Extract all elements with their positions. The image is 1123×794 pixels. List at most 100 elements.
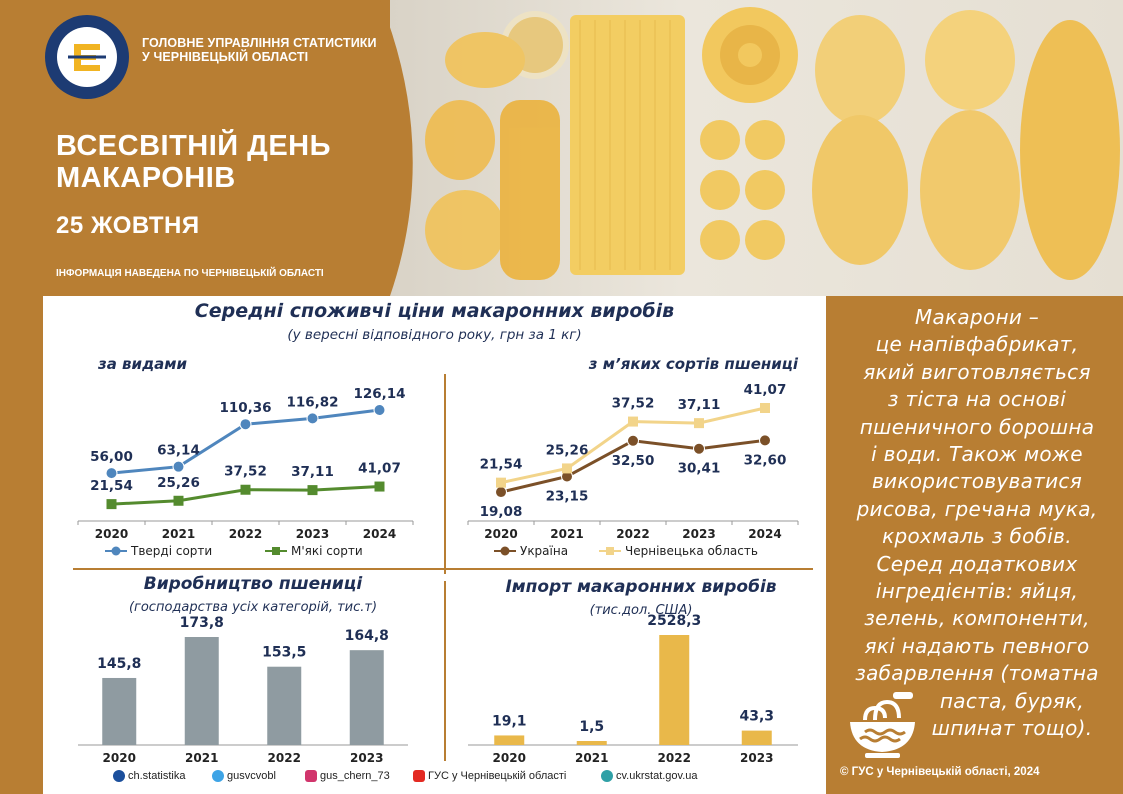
- data-label: 116,82: [286, 394, 338, 410]
- legend-label: Чернівецька область: [625, 544, 758, 558]
- event-date: 25 ЖОВТНЯ: [56, 212, 200, 239]
- description-line: паста, буряк,: [939, 688, 1085, 713]
- data-label: 21,54: [90, 478, 133, 494]
- data-label: 56,00: [90, 449, 133, 465]
- pasta-bowl-icon: [850, 692, 915, 758]
- facebook-label: ch.statistika: [128, 770, 186, 782]
- data-label: 41,07: [358, 461, 401, 477]
- description-line: інгредієнтів: яйця,: [875, 579, 1079, 604]
- data-label: 126,14: [353, 386, 405, 402]
- data-label: 32,50: [612, 453, 655, 469]
- data-label: 37,52: [224, 464, 267, 480]
- description-line: використовуватися: [871, 469, 1083, 494]
- x-tick-label: 2021: [185, 751, 218, 765]
- facebook-icon: [113, 770, 125, 782]
- data-label: 2528,3: [647, 613, 701, 629]
- data-point: [374, 481, 385, 492]
- instagram-link[interactable]: gus_chern_73: [305, 770, 390, 782]
- data-label: 43,3: [739, 709, 774, 725]
- data-label: 37,11: [678, 397, 721, 413]
- chart-title: Імпорт макаронних виробів: [505, 577, 776, 597]
- data-point: [306, 412, 319, 425]
- org-line-1: ГОЛОВНЕ УПРАВЛІННЯ СТАТИСТИКИ: [142, 36, 377, 50]
- data-label: 173,8: [180, 615, 224, 631]
- globe-icon: [601, 770, 613, 782]
- data-point: [562, 463, 572, 474]
- chart-title: з м’яких сортів пшениці: [588, 355, 799, 373]
- data-point: [693, 442, 705, 455]
- description-line: з тіста на основі: [887, 387, 1067, 412]
- instagram-label: gus_chern_73: [320, 770, 390, 782]
- description-line: це напівфабрикат,: [875, 332, 1079, 357]
- data-label: 1,5: [579, 719, 604, 735]
- twitter-label: gusvcvobl: [227, 770, 276, 782]
- chart-title: Виробництво пшениці: [144, 574, 364, 594]
- data-point: [240, 484, 251, 495]
- data-label: 32,60: [744, 452, 787, 468]
- youtube-link[interactable]: ГУС у Чернівецькій області: [413, 770, 566, 782]
- x-tick-label: 2023: [740, 751, 773, 765]
- legend-label: Тверді сорти: [130, 544, 212, 558]
- x-tick-label: 2024: [748, 527, 781, 541]
- x-tick-label: 2023: [682, 527, 715, 541]
- description-line: Серед додаткових: [876, 551, 1078, 576]
- description-line: пшеничного борошна: [859, 414, 1095, 439]
- x-tick-label: 2021: [162, 527, 195, 541]
- pasta-description: Макарони – це напівфабрикат, який виготовл…: [842, 304, 1112, 743]
- data-label: 25,26: [546, 442, 589, 458]
- legend-label: М'які сорти: [291, 544, 363, 558]
- facebook-link[interactable]: ch.statistika: [113, 770, 185, 782]
- data-point: [627, 434, 639, 447]
- chart-subtitle: (тис.дол. США): [590, 603, 693, 618]
- bar: [576, 741, 607, 745]
- x-tick-label: 2021: [575, 751, 608, 765]
- data-point: [239, 418, 252, 431]
- chart-title: за видами: [97, 355, 188, 373]
- website-link[interactable]: cv.ukrstat.gov.ua: [601, 770, 698, 782]
- x-tick-label: 2021: [550, 527, 583, 541]
- bar: [102, 677, 137, 745]
- data-point: [694, 418, 704, 429]
- pasta-photo: [390, 0, 1123, 296]
- data-label: 21,54: [480, 457, 523, 473]
- divider-top: [444, 374, 446, 574]
- data-point: [496, 477, 506, 488]
- description-line: забарвлення (томатна: [855, 661, 1099, 686]
- twitter-link[interactable]: gusvcvobl: [212, 770, 276, 782]
- x-tick-label: 2022: [658, 751, 691, 765]
- description-line: зелень, компоненти,: [864, 606, 1090, 631]
- legend-marker: [272, 547, 280, 555]
- data-point: [307, 485, 318, 496]
- title-line-2: МАКАРОНІВ: [56, 162, 236, 194]
- x-tick-label: 2023: [296, 527, 329, 541]
- x-tick-label: 2020: [493, 751, 526, 765]
- description-line: рисова, гречана мука,: [856, 496, 1098, 521]
- bar: [659, 635, 690, 745]
- copyright: © ГУС у Чернівецькій області, 2024: [840, 766, 1040, 778]
- bar: [349, 650, 384, 745]
- x-tick-label: 2020: [484, 527, 517, 541]
- x-tick-label: 2022: [268, 751, 301, 765]
- data-label: 110,36: [219, 400, 271, 416]
- data-label: 63,14: [157, 443, 200, 459]
- description-line: Макарони –: [914, 305, 1040, 329]
- legend-marker: [500, 546, 510, 556]
- data-point: [373, 404, 386, 416]
- divider-middle: [73, 568, 813, 570]
- bar: [494, 735, 525, 745]
- legend-label: Україна: [520, 544, 568, 558]
- divider-bottom: [444, 581, 446, 761]
- x-tick-label: 2022: [616, 527, 649, 541]
- data-label: 19,1: [492, 713, 527, 729]
- x-tick-label: 2023: [350, 751, 383, 765]
- data-label: 19,08: [480, 504, 523, 520]
- data-label: 23,15: [546, 488, 589, 504]
- header-banner: ГОЛОВНЕ УПРАВЛІННЯ СТАТИСТИКИ У ЧЕРНІВЕЦ…: [0, 0, 1123, 296]
- x-tick-label: 2020: [103, 751, 136, 765]
- org-line-2: У ЧЕРНІВЕЦЬКІЙ ОБЛАСТІ: [142, 50, 309, 64]
- data-point: [106, 499, 117, 510]
- x-tick-label: 2020: [95, 527, 128, 541]
- description-line: і води. Також може: [871, 442, 1083, 467]
- chart-subtitle: (господарства усіх категорій, тис.т): [129, 600, 377, 615]
- bar: [741, 730, 772, 745]
